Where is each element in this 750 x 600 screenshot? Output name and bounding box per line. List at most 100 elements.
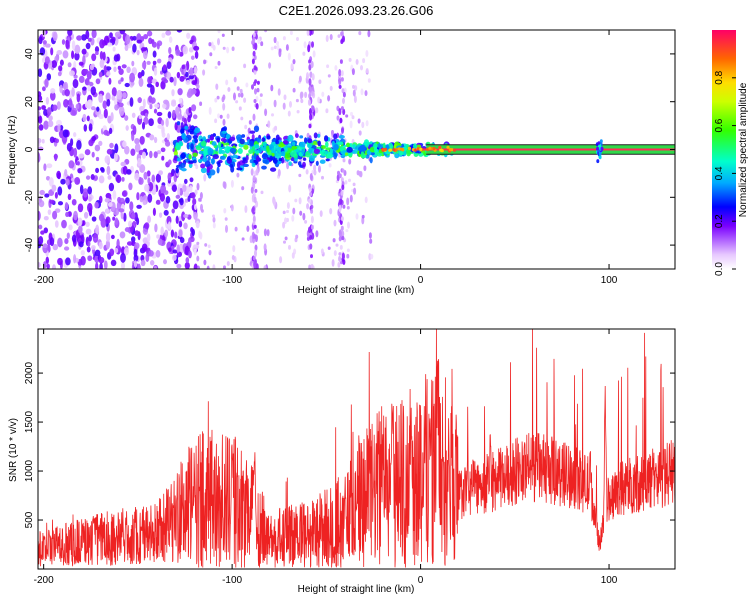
spectrogram-blob: [226, 46, 230, 54]
spectrogram-blob: [262, 159, 269, 164]
spectrogram-blob: [309, 191, 313, 197]
spectrogram-blob: [221, 133, 226, 138]
spectrogram-blob: [48, 177, 54, 187]
spectrogram-blob: [254, 188, 258, 193]
spectrogram-blob: [200, 167, 207, 174]
spectrogram-blob: [446, 145, 450, 149]
spectrogram-blob: [252, 50, 256, 57]
spectrogram-blob: [94, 201, 99, 209]
snr-ytick-label: 2000: [24, 362, 35, 385]
spectrogram-blob: [240, 116, 244, 121]
spectrogram-blob: [43, 109, 48, 116]
spectrogram-blob: [133, 260, 138, 268]
spectrogram-blob: [183, 178, 188, 184]
spectrogram-blob: [188, 47, 194, 53]
spectrogram-blob: [367, 78, 371, 83]
spectrogram-blob: [167, 221, 172, 230]
spectrogram-blob: [333, 152, 338, 160]
spectrogram-blob: [192, 135, 198, 140]
spectrogram-blob: [176, 121, 181, 126]
spectrogram-blob: [196, 182, 200, 191]
spectrogram-blob: [62, 82, 67, 90]
spectrogram-blob: [95, 156, 100, 162]
spectrogram-blob: [194, 204, 197, 211]
spectrogram-blob: [74, 52, 80, 61]
spectrogram-blob: [134, 172, 140, 181]
spectrogram-blob: [342, 108, 346, 116]
spectrogram-blob: [159, 192, 166, 202]
spectrogram-blob: [189, 185, 193, 193]
spectrogram-blob: [65, 211, 70, 217]
spectrogram-blob: [260, 190, 264, 195]
spectrogram-blob: [54, 153, 58, 162]
spectrogram-blob: [192, 159, 197, 164]
spectrogram-blob: [73, 132, 77, 138]
spectrogram-blob: [57, 237, 63, 248]
spectrogram-blob: [186, 32, 191, 39]
spectrogram-blob: [295, 98, 299, 103]
spectrogram-blob: [262, 142, 267, 147]
spectrogram-blob: [147, 177, 151, 185]
spectrogram-blob: [155, 173, 161, 183]
spectrogram-blob: [117, 79, 122, 85]
spectrogram-blob: [225, 133, 231, 140]
spectrogram-blob: [136, 39, 143, 44]
spectrogram-blob: [116, 89, 123, 100]
spectrogram-blob: [221, 33, 225, 37]
spectrogram-blob: [94, 46, 100, 53]
spectrogram-blob: [124, 227, 131, 233]
spectrogram-blob: [397, 147, 401, 151]
spectrogram-blob: [106, 71, 111, 76]
spectrogram-blob: [331, 259, 335, 267]
spectrogram-blob: [86, 115, 90, 122]
spectrogram-blob: [327, 246, 331, 250]
spectrogram-blob: [163, 259, 167, 265]
spectrogram-blob: [249, 159, 254, 164]
spectrogram-blob: [340, 77, 344, 82]
spectrogram-blob: [132, 125, 137, 136]
spectrogram-blob: [187, 115, 191, 123]
spectrogram-blob: [194, 127, 201, 134]
spectrogram-blob: [163, 209, 169, 216]
spectrogram-blob: [294, 157, 298, 162]
spectrogram-blob: [294, 198, 298, 203]
spectrogram-blob: [38, 115, 43, 124]
spectrogram-blob: [348, 158, 352, 165]
spectrogram-blob: [351, 68, 355, 76]
spectrogram-blob: [319, 210, 323, 217]
spectrogram-blob: [312, 140, 318, 145]
spectrogram-blob: [39, 189, 45, 196]
spectrogram-blob: [87, 37, 92, 42]
spectrogram-blob: [271, 152, 275, 157]
spectrogram-blob: [236, 172, 240, 178]
spectrogram-blob: [251, 40, 255, 45]
spectrogram-blob: [333, 250, 337, 257]
spectrogram-blob: [77, 168, 83, 174]
spectrogram-blob: [204, 160, 211, 168]
spectrogram-blob: [277, 168, 281, 177]
spectrogram-blob: [45, 256, 50, 264]
spectrogram-blob: [54, 192, 58, 199]
spectrogram-blob: [261, 137, 266, 142]
spectrogram-blob: [307, 44, 311, 53]
spectrogram-blob: [325, 158, 330, 162]
spectrogram-blob: [154, 103, 160, 108]
spectrogram-blob: [285, 44, 289, 51]
snr-xtick-label: -200: [34, 575, 54, 586]
spectrogram-blob: [181, 64, 186, 70]
spectrogram-blob: [81, 220, 86, 226]
spectrogram-blob: [51, 264, 57, 269]
spectrogram-blob: [80, 255, 86, 266]
spectrogram-blob: [127, 220, 133, 228]
spectrogram-xlabel: Height of straight line (km): [298, 285, 415, 296]
spectrogram-blob: [252, 32, 256, 38]
spectrogram-blob: [204, 243, 208, 247]
spectrogram-blob: [346, 205, 350, 210]
spectrogram-blob: [142, 49, 148, 60]
spectrogram-blob: [291, 215, 295, 222]
spectrogram-blob: [328, 163, 332, 168]
spectrogram-blob: [92, 233, 99, 243]
spectrogram-blob: [64, 202, 69, 210]
spectrogram-blob: [252, 221, 256, 226]
spectrogram-blob: [83, 69, 89, 74]
